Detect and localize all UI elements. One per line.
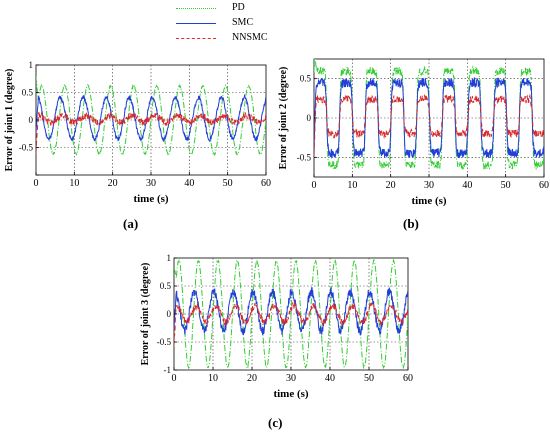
y-tick-label: -0.5 xyxy=(157,337,172,347)
legend-label: PD xyxy=(232,2,245,13)
x-tick-label: 60 xyxy=(539,180,549,191)
x-tick-label: 50 xyxy=(223,178,233,189)
legend-swatch xyxy=(176,8,216,9)
series-line-pd xyxy=(174,258,408,370)
x-tick-label: 50 xyxy=(501,180,511,191)
series-line-nnsmc xyxy=(36,110,266,155)
x-tick-label: 20 xyxy=(108,178,118,189)
x-tick-label: 10 xyxy=(208,373,218,384)
x-tick-label: 40 xyxy=(462,180,472,191)
x-tick-label: 0 xyxy=(34,178,39,189)
series-line-smc xyxy=(174,287,408,336)
series-line-pd xyxy=(36,76,266,157)
series-line-nnsmc xyxy=(174,301,408,347)
legend-item-pd: PD xyxy=(176,2,296,16)
x-tick-label: 40 xyxy=(325,373,335,384)
legend-item-nnsmc: NNSMC xyxy=(176,32,296,46)
x-tick-label: 60 xyxy=(403,373,413,384)
y-tick-label: 0.5 xyxy=(22,88,34,98)
y-tick-label: 0 xyxy=(167,309,172,319)
x-tick-label: 20 xyxy=(247,373,257,384)
x-axis-label: time (s) xyxy=(133,193,168,205)
chart-0: 0 10 20 30 40 50 60 -0.5 0 0.5 1 time (s) Error of j… xyxy=(4,60,271,205)
series-line-smc xyxy=(36,93,266,142)
x-axis-label: time (s) xyxy=(273,388,308,400)
y-tick-label: 0.5 xyxy=(300,74,312,84)
y-tick-label: -0.5 xyxy=(19,143,34,153)
x-tick-label: 50 xyxy=(364,373,374,384)
x-tick-label: 30 xyxy=(424,180,434,191)
x-tick-label: 30 xyxy=(286,373,296,384)
chart-1: 0 10 20 30 40 50 60 -0.5 0 0.5 time (s) Error of jo… xyxy=(278,58,549,207)
panel-c-letter: (c) xyxy=(268,415,283,430)
y-axis-label: Error of joint 1 (degree) xyxy=(4,69,15,172)
legend-label: SMC xyxy=(232,17,254,28)
y-tick-label: 1 xyxy=(29,60,34,70)
x-axis-label: time (s) xyxy=(411,195,446,207)
series-line-smc xyxy=(314,76,544,159)
y-axis-label: Error of joint 3 (degree) xyxy=(140,263,151,366)
x-tick-label: 30 xyxy=(146,178,156,189)
series-line-nnsmc xyxy=(314,93,544,156)
x-tick-label: 0 xyxy=(312,180,317,191)
panel-b: 0 10 20 30 40 50 60 -0.5 0 0.5 time (s) Error of jo… xyxy=(276,55,550,210)
x-tick-label: 10 xyxy=(347,180,357,191)
x-tick-label: 0 xyxy=(172,373,177,384)
x-tick-label: 10 xyxy=(69,178,79,189)
y-tick-label: 1 xyxy=(167,253,172,263)
x-tick-label: 40 xyxy=(184,178,194,189)
y-axis-label: Error of joint 2 (degree) xyxy=(278,67,289,170)
y-tick-label: 0 xyxy=(307,113,312,123)
x-tick-label: 60 xyxy=(261,178,271,189)
panel-c: 0 10 20 30 40 50 60 -1 -0.5 0 0.5 1 time (s) Error of… xyxy=(138,250,418,410)
legend-swatch xyxy=(176,38,216,39)
y-tick-label: 0.5 xyxy=(160,281,172,291)
legend: PD SMC NNSMC xyxy=(176,2,296,50)
panel-b-letter: (b) xyxy=(403,216,419,231)
y-tick-label: -1 xyxy=(164,365,172,375)
panel-a-letter: (a) xyxy=(123,216,139,231)
y-tick-label: 0 xyxy=(29,115,34,125)
legend-label: NNSMC xyxy=(232,32,268,43)
panel-a: 0 10 20 30 40 50 60 -0.5 0 0.5 1 time (s) Error of j… xyxy=(0,55,272,210)
x-tick-label: 20 xyxy=(386,180,396,191)
legend-item-smc: SMC xyxy=(176,17,296,31)
y-tick-label: -0.5 xyxy=(297,152,312,162)
chart-2: 0 10 20 30 40 50 60 -1 -0.5 0 0.5 1 time (s) Error of… xyxy=(140,253,413,400)
legend-swatch xyxy=(176,23,216,24)
